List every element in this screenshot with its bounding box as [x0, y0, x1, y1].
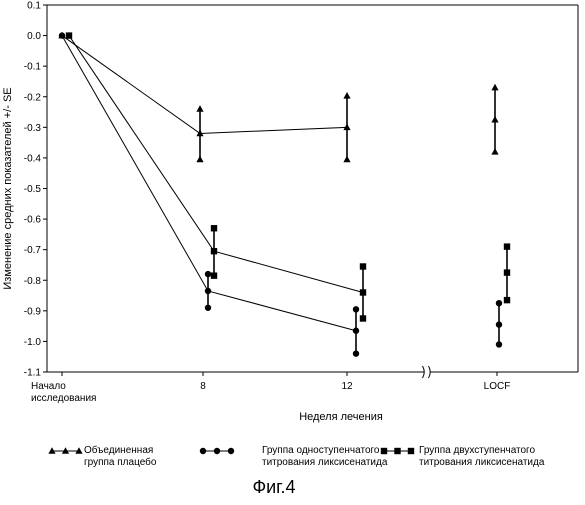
- data-point: [360, 289, 366, 295]
- error-bar-lower-marker: [196, 156, 203, 163]
- series-square: [66, 32, 510, 321]
- data-point: [504, 269, 510, 275]
- data-point: [496, 321, 502, 327]
- y-tick-label: -0.6: [24, 215, 42, 226]
- data-point: [353, 328, 359, 334]
- error-bar-upper-marker: [504, 243, 510, 249]
- legend-marker: [408, 448, 414, 454]
- y-tick-label: 0.1: [27, 1, 41, 12]
- data-point: [491, 116, 498, 123]
- error-bar-upper-marker: [496, 300, 502, 306]
- error-bar-lower-marker: [360, 315, 366, 321]
- legend-label: титрования ликсисенатида: [419, 457, 545, 468]
- x-tick-label: Начало: [31, 381, 66, 392]
- x-tick-label: 8: [200, 381, 206, 392]
- y-axis-title: Изменение средних показателей +/- SE: [2, 87, 14, 289]
- legend-marker: [200, 448, 206, 454]
- y-tick-label: -0.3: [24, 123, 42, 134]
- y-tick-label: -0.7: [24, 245, 42, 256]
- data-point: [211, 248, 217, 254]
- figure-label: Фиг.4: [252, 477, 295, 497]
- y-tick-label: -0.4: [24, 153, 42, 164]
- series-line: [62, 36, 356, 331]
- y-tick-label: -1.0: [24, 337, 42, 348]
- y-tick-label: -0.5: [24, 184, 42, 195]
- legend-marker: [381, 448, 387, 454]
- y-tick-label: -0.1: [24, 62, 42, 73]
- legend-label: Объединенная: [84, 444, 153, 456]
- y-tick-label: -1.1: [24, 368, 42, 379]
- legend-marker: [228, 448, 234, 454]
- error-bar-lower-marker: [205, 305, 211, 311]
- x-tick-label: LOCF: [484, 381, 511, 392]
- axis-break-mark: [429, 366, 431, 378]
- x-tick-label: исследования: [31, 393, 96, 404]
- legend-marker: [214, 448, 220, 454]
- data-point: [66, 32, 72, 38]
- legend-label: титрования ликсисенатида: [262, 457, 388, 468]
- error-bar-upper-marker: [196, 105, 203, 112]
- error-bar-lower-marker: [353, 350, 359, 356]
- y-tick-label: -0.9: [24, 306, 42, 317]
- legend: Объединеннаягруппа плацебо Группа односту…: [48, 444, 544, 468]
- error-bar-lower-marker: [504, 297, 510, 303]
- y-tick-label: -0.2: [24, 92, 42, 103]
- x-tick-label: 12: [341, 381, 353, 392]
- error-bar-upper-marker: [353, 306, 359, 312]
- error-bar-lower-marker: [211, 272, 217, 278]
- error-bar-upper-marker: [491, 84, 498, 91]
- error-bar-upper-marker: [205, 271, 211, 277]
- error-bar-lower-marker: [343, 156, 350, 163]
- legend-label: Группа двухступенчатого: [419, 445, 535, 456]
- error-bar-lower-marker: [491, 148, 498, 155]
- error-bar-lower-marker: [496, 341, 502, 347]
- series-line: [62, 36, 347, 134]
- error-bar-upper-marker: [211, 225, 217, 231]
- data-point: [59, 32, 65, 38]
- y-tick-label: -0.8: [24, 276, 42, 287]
- x-axis-title: Неделя лечения: [299, 411, 383, 423]
- series-triangle: [58, 32, 498, 162]
- error-bar-upper-marker: [343, 92, 350, 99]
- data-point: [343, 124, 350, 131]
- legend-label: группа плацебо: [84, 456, 157, 468]
- error-bar-upper-marker: [360, 263, 366, 269]
- legend-marker: [394, 448, 400, 454]
- legend-label: Группа одноступенчатого: [262, 445, 380, 456]
- y-tick-label: 0.0: [27, 31, 41, 42]
- data-point: [205, 288, 211, 294]
